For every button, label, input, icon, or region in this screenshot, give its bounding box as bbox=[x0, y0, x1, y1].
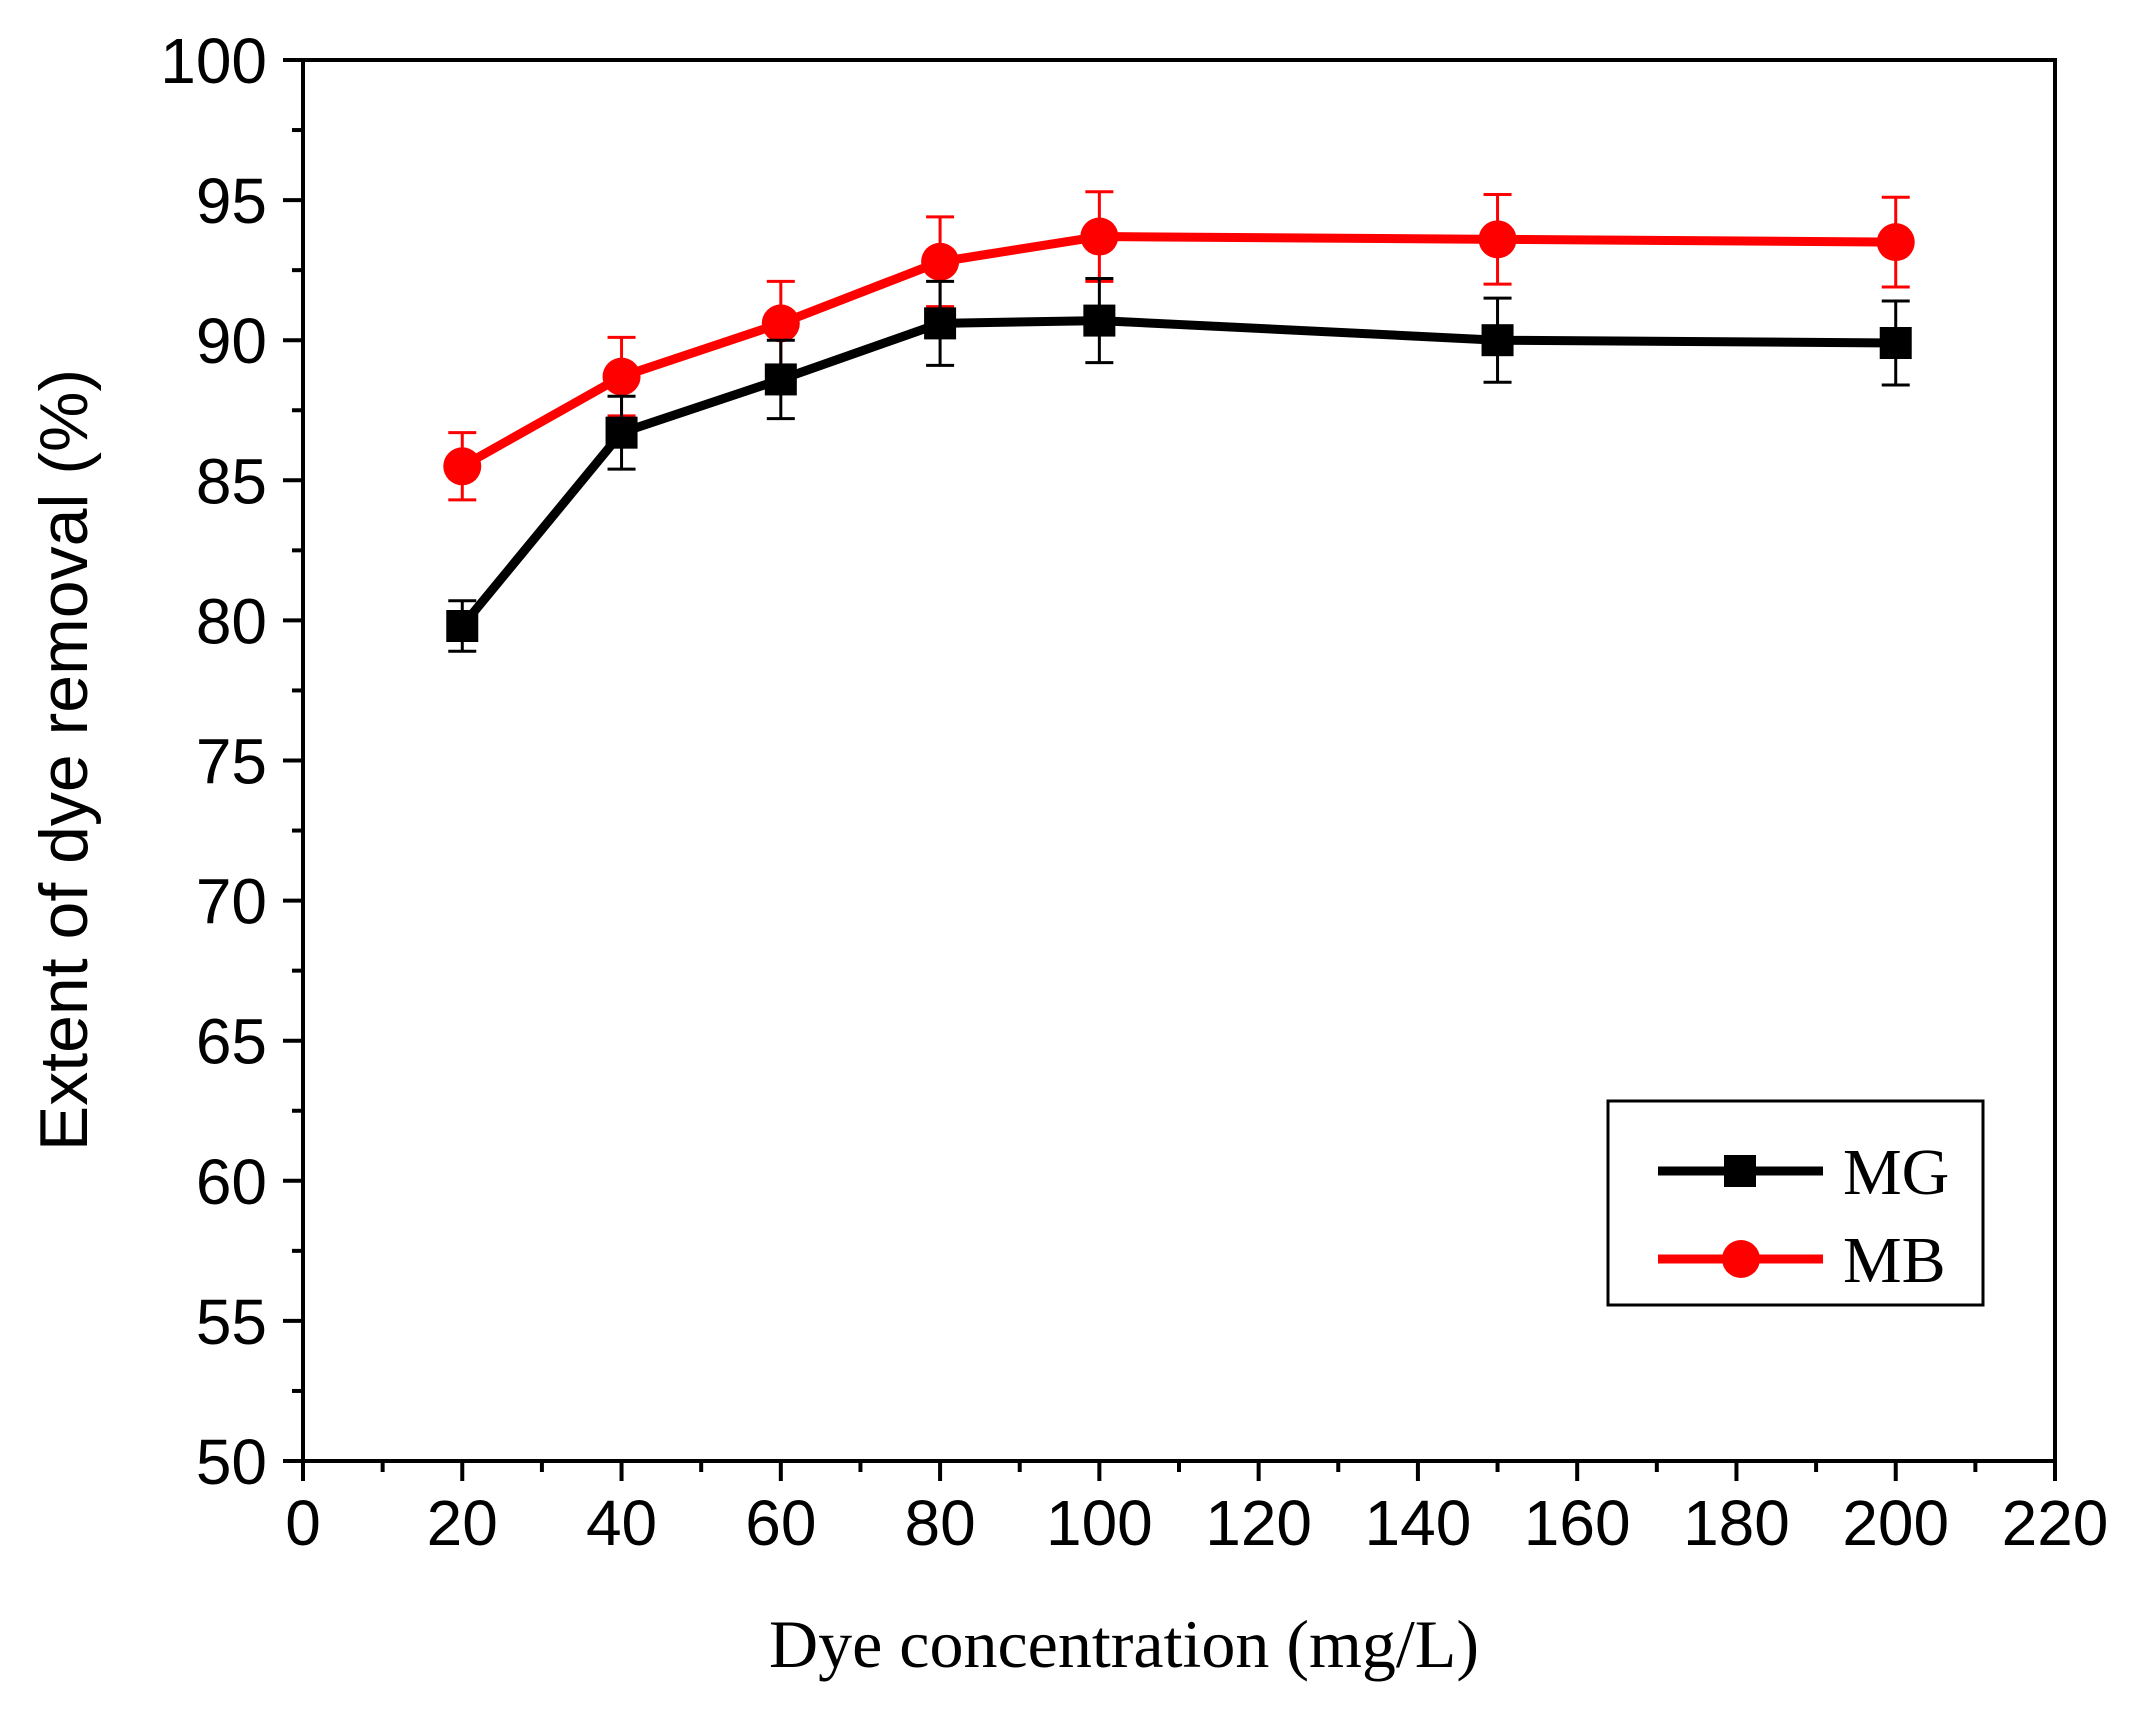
y-axis-label: Extent of dye removal (%) bbox=[26, 369, 102, 1151]
y-tick-label: 50 bbox=[196, 1426, 267, 1498]
data-point-mb bbox=[921, 242, 960, 281]
x-tick-label: 120 bbox=[1205, 1487, 1312, 1559]
legend-marker-mg bbox=[1724, 1155, 1756, 1187]
axes-ticks: 0 20 40 60 80 100 120 140 160 180 200 220 50 55 60 65 70… bbox=[160, 25, 2108, 1559]
data-point-mb bbox=[602, 357, 641, 396]
data-point-mb bbox=[1478, 220, 1517, 259]
y-tick-label: 55 bbox=[196, 1286, 267, 1358]
y-tick-label: 90 bbox=[196, 305, 267, 377]
y-tick-label: 60 bbox=[196, 1146, 267, 1218]
legend-label-mb: MB bbox=[1843, 1224, 1946, 1297]
legend-label-mg: MG bbox=[1843, 1136, 1949, 1209]
x-tick-label: 140 bbox=[1365, 1487, 1472, 1559]
x-axis-label: Dye concentration (mg/L) bbox=[769, 1606, 1479, 1682]
data-point-mg bbox=[1481, 324, 1514, 357]
y-tick-label: 65 bbox=[196, 1006, 267, 1078]
x-tick-label: 180 bbox=[1683, 1487, 1790, 1559]
legend: MG MB bbox=[1606, 1099, 1985, 1307]
series-layer bbox=[443, 190, 1915, 653]
data-point-mg bbox=[446, 610, 479, 643]
x-tick-label: 40 bbox=[586, 1487, 657, 1559]
y-tick-label: 75 bbox=[196, 726, 267, 798]
data-point-mb bbox=[1080, 217, 1119, 256]
x-tick-label: 80 bbox=[904, 1487, 975, 1559]
data-point-mb bbox=[761, 304, 800, 343]
data-point-mg bbox=[1083, 304, 1116, 337]
data-point-mg bbox=[924, 307, 957, 340]
y-tick-label: 85 bbox=[196, 445, 267, 517]
data-point-mg bbox=[605, 416, 638, 449]
x-tick-label: 200 bbox=[1842, 1487, 1949, 1559]
x-tick-label: 0 bbox=[285, 1487, 321, 1559]
data-point-mb bbox=[1876, 223, 1915, 262]
legend-marker-mb bbox=[1722, 1240, 1760, 1278]
x-tick-label: 160 bbox=[1524, 1487, 1631, 1559]
legend-box bbox=[1606, 1099, 1985, 1307]
y-tick-label: 100 bbox=[160, 25, 267, 97]
y-tick-label: 80 bbox=[196, 585, 267, 657]
plot-frame bbox=[301, 58, 2057, 1463]
y-tick-label: 95 bbox=[196, 165, 267, 237]
data-point-mb bbox=[443, 447, 482, 486]
axis-labels: Extent of dye removal (%) Dye concentrat… bbox=[26, 369, 1479, 1682]
data-point-mg bbox=[1879, 327, 1912, 360]
data-point-mg bbox=[764, 363, 797, 396]
x-tick-label: 100 bbox=[1046, 1487, 1153, 1559]
series-line-mb bbox=[460, 232, 1896, 471]
y-tick-label: 70 bbox=[196, 866, 267, 938]
x-tick-label: 220 bbox=[2002, 1487, 2109, 1559]
series-line-mg bbox=[458, 316, 1896, 629]
x-tick-label: 20 bbox=[427, 1487, 498, 1559]
x-tick-label: 60 bbox=[745, 1487, 816, 1559]
